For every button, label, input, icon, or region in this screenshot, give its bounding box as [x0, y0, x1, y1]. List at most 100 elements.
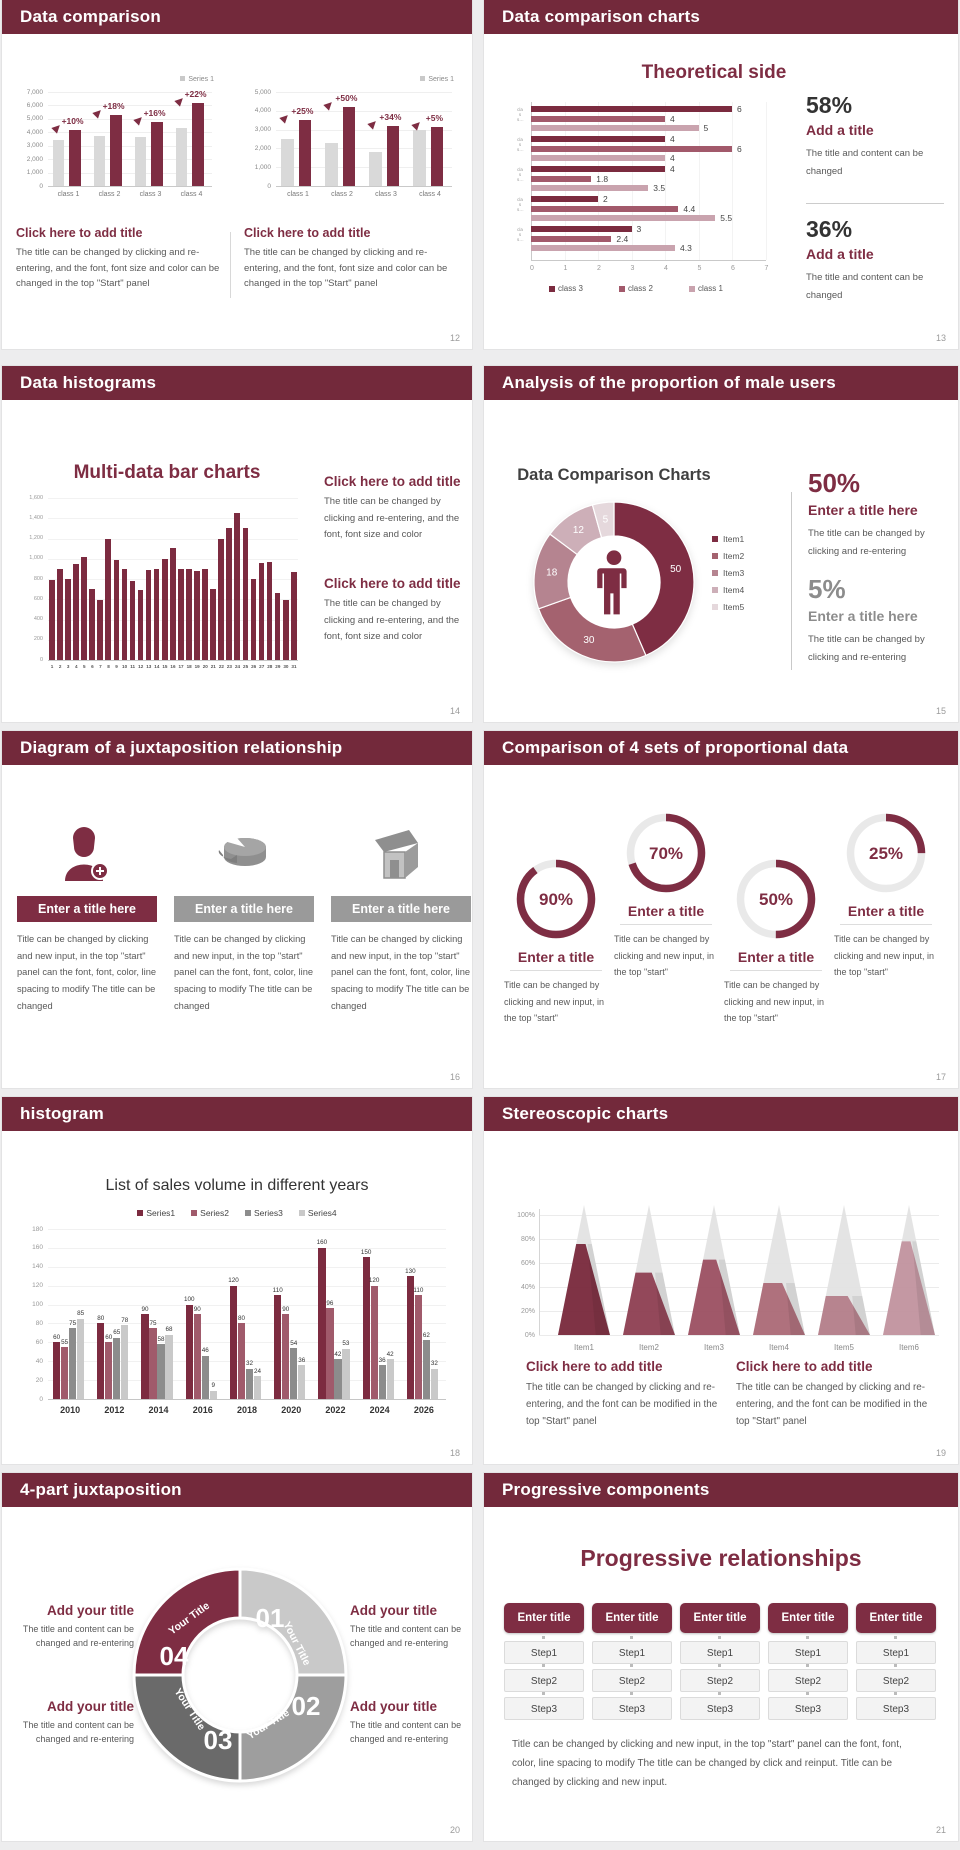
- page-number: 17: [935, 1072, 946, 1082]
- page-number: 18: [449, 1448, 460, 1458]
- y-tick-label: 1,000: [29, 555, 43, 562]
- text-block: Click here to add title The title can be…: [324, 576, 466, 646]
- bar: [422, 1340, 430, 1399]
- step-box: Step2: [856, 1669, 936, 1692]
- cone-fill: [558, 1244, 610, 1335]
- histogram-bar: [186, 568, 192, 660]
- y-gridline: [48, 159, 212, 161]
- histogram-bar: [153, 568, 160, 660]
- step-connector-dot: [894, 1664, 897, 1667]
- stat-title: Enter a title here: [808, 502, 918, 518]
- bar-chart-left: Series 1 7,000 6,000 5,000 4,000 3,000 2,000 1,…: [12, 76, 218, 218]
- block-body: The title and content can be changed and…: [350, 1720, 462, 1744]
- y-gridline: [48, 1323, 446, 1325]
- slide-4-part-juxtaposition[interactable]: 4-part juxtaposition 01 02 03 04 Your Title Y…: [2, 1473, 472, 1841]
- histogram-bar: [274, 593, 281, 660]
- step-box: Step1: [592, 1641, 672, 1664]
- cone-fill: [818, 1296, 870, 1335]
- legend-item: Item2: [712, 551, 782, 563]
- h-bar: [531, 106, 732, 112]
- y-tick-label: 0: [39, 1395, 43, 1403]
- legend-label: class 2: [628, 284, 653, 293]
- slide-data-comparison[interactable]: Data comparison Series 1 7,000 6,000 5,000 4…: [2, 0, 472, 349]
- x-tick-label: 8: [107, 664, 110, 669]
- y-tick-label: 2,000: [26, 155, 43, 163]
- bar-value-label: 4.3: [680, 243, 692, 254]
- step-column-header: Enter title: [592, 1603, 672, 1633]
- step-connector-dot: [718, 1636, 721, 1639]
- x-axis-line: [531, 260, 766, 261]
- gauge-percent: 70%: [648, 844, 684, 863]
- bar-new: [69, 129, 81, 186]
- bar-value-label: 4: [670, 134, 675, 144]
- text-block: Add your title The title and content can…: [350, 1603, 468, 1650]
- bar-chart-right: Series 1 5,000 4,000 3,000 2,000 1,000 0 class …: [240, 76, 458, 218]
- block-body: The title can be changed by clicking and…: [526, 1382, 718, 1428]
- slide-data-histograms[interactable]: Data histograms Multi-data bar charts 1,…: [2, 366, 472, 722]
- slide-juxtaposition-diagram[interactable]: Diagram of a juxtaposition relationship …: [2, 731, 472, 1088]
- gauge-title: Enter a title: [517, 949, 595, 965]
- horizontal-bar-chart: 0 1 2 3 4 5 6 7 class… 6 4 5 class… 4 6 4 class… 4 1.8 3.5 c…: [509, 100, 799, 310]
- stat-percent: 58%: [806, 92, 853, 118]
- slide-male-users-proportion[interactable]: Analysis of the proportion of male users…: [484, 366, 958, 722]
- block-title: Add your title: [47, 1699, 134, 1714]
- bar-value-label: 65: [113, 1329, 121, 1337]
- donut-value-label: 18: [546, 568, 558, 579]
- bar: [386, 1359, 394, 1399]
- step-box: Step2: [504, 1669, 584, 1692]
- step-box: Step2: [680, 1669, 760, 1692]
- histogram-bar: [282, 600, 289, 660]
- slide-data-comparison-charts[interactable]: Data comparison charts Theoretical side …: [484, 0, 958, 349]
- y-tick-label: 2,000: [254, 144, 271, 152]
- step-box: Step1: [680, 1641, 760, 1664]
- bar: [430, 1368, 438, 1399]
- legend-item: Item4: [712, 585, 782, 597]
- bar-old: [281, 139, 294, 186]
- slide-progressive-components[interactable]: Progressive components Progressive relat…: [484, 1473, 958, 1841]
- page-number: 16: [449, 1072, 460, 1082]
- histogram-bar: [81, 556, 87, 660]
- y-axis-label: class…: [517, 167, 524, 183]
- gauge-ring: [736, 859, 816, 939]
- step-connector-dot: [894, 1636, 897, 1639]
- x-tick-label: 25: [243, 664, 249, 669]
- y-tick-label: 160: [32, 1244, 43, 1252]
- bar-old: [93, 135, 106, 186]
- segment-number: 04: [160, 1641, 189, 1671]
- gauge-percent: 25%: [868, 844, 904, 863]
- h-bar: [531, 145, 732, 152]
- histogram-bar: [129, 581, 136, 660]
- x-tick-label: 23: [226, 664, 232, 669]
- y-tick-label: 80%: [520, 1235, 535, 1243]
- y-tick-label: 60: [35, 1338, 43, 1346]
- step-column-header: Enter title: [504, 1603, 584, 1633]
- slide-grouped-histogram[interactable]: histogram List of sales volume in differ…: [2, 1097, 472, 1464]
- divider: [620, 924, 712, 925]
- block-title: Click here to add title: [526, 1359, 663, 1374]
- x-gridline: [765, 102, 767, 260]
- text-block: Click here to add title The title can be…: [16, 226, 220, 292]
- page-number: 19: [935, 1448, 946, 1458]
- bar-value-label: 1.8: [596, 173, 609, 184]
- gauge-percent: 90%: [538, 890, 574, 909]
- slide-stereoscopic-charts[interactable]: Stereoscopic charts 100% 80% 60% 40% 20% 0% It…: [484, 1097, 958, 1464]
- segment-number: 02: [292, 1691, 321, 1721]
- step-box: Step3: [504, 1697, 584, 1720]
- bar: [209, 1390, 217, 1399]
- chart-title: Data Comparison Charts: [517, 466, 711, 484]
- cone-label: Item2: [638, 1343, 659, 1352]
- block-title: Click here to add title: [324, 576, 461, 591]
- slide-proportional-gauges[interactable]: Comparison of 4 sets of proportional dat…: [484, 731, 958, 1088]
- bar-value-label: 60: [53, 1333, 61, 1341]
- y-tick-label: 180: [32, 1225, 43, 1233]
- text-block: Add your title The title and content can…: [12, 1699, 134, 1746]
- x-gridline: [665, 102, 666, 260]
- store-icon: [375, 830, 418, 879]
- y-tick-label: 100%: [517, 1211, 535, 1219]
- x-tick-label: 30: [283, 664, 289, 669]
- category-label: class 4: [419, 191, 441, 198]
- slide-header: Progressive components: [484, 1473, 958, 1507]
- legend-label: Item2: [723, 551, 745, 561]
- donut-svg: 50 30 18 12 5: [533, 501, 695, 663]
- y-tick-label: 4,000: [254, 107, 271, 115]
